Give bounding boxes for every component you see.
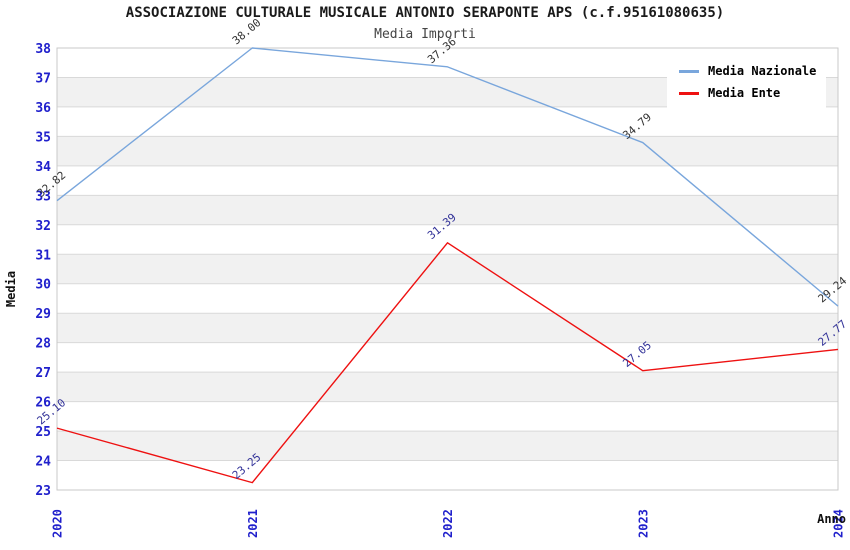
svg-text:38: 38 bbox=[35, 42, 51, 57]
svg-text:2024: 2024 bbox=[832, 509, 846, 538]
svg-text:32: 32 bbox=[35, 219, 51, 234]
legend-label-ente: Media Ente bbox=[708, 86, 781, 100]
svg-text:33: 33 bbox=[35, 189, 51, 204]
chart-subtitle: Media Importi bbox=[374, 27, 476, 42]
svg-text:35: 35 bbox=[35, 130, 51, 145]
svg-text:2020: 2020 bbox=[51, 509, 65, 538]
line-swatch-ente-icon bbox=[679, 91, 699, 95]
svg-text:27: 27 bbox=[35, 366, 51, 381]
svg-text:28: 28 bbox=[35, 337, 51, 352]
svg-text:31: 31 bbox=[35, 248, 51, 263]
line-swatch-nazionale-icon bbox=[679, 69, 699, 73]
svg-text:30: 30 bbox=[35, 278, 51, 293]
svg-text:37: 37 bbox=[35, 71, 51, 86]
svg-text:38.00: 38.00 bbox=[230, 16, 264, 47]
svg-text:36: 36 bbox=[35, 101, 51, 116]
svg-text:29: 29 bbox=[35, 307, 51, 322]
svg-text:26: 26 bbox=[35, 396, 51, 411]
svg-text:34: 34 bbox=[35, 160, 51, 175]
legend-label-nazionale: Media Nazionale bbox=[708, 64, 817, 78]
svg-text:25: 25 bbox=[35, 425, 51, 440]
legend-item-ente: Media Ente bbox=[679, 82, 816, 104]
chart-title: ASSOCIAZIONE CULTURALE MUSICALE ANTONIO … bbox=[125, 5, 725, 21]
svg-text:24: 24 bbox=[35, 455, 51, 470]
svg-text:2023: 2023 bbox=[636, 509, 650, 538]
legend: Media Nazionale Media Ente bbox=[667, 55, 827, 109]
svg-text:2021: 2021 bbox=[246, 509, 260, 538]
svg-text:2022: 2022 bbox=[441, 509, 455, 538]
x-axis-title: Anno bbox=[817, 512, 846, 526]
legend-item-nazionale: Media Nazionale bbox=[679, 60, 816, 82]
svg-text:23: 23 bbox=[35, 484, 51, 499]
